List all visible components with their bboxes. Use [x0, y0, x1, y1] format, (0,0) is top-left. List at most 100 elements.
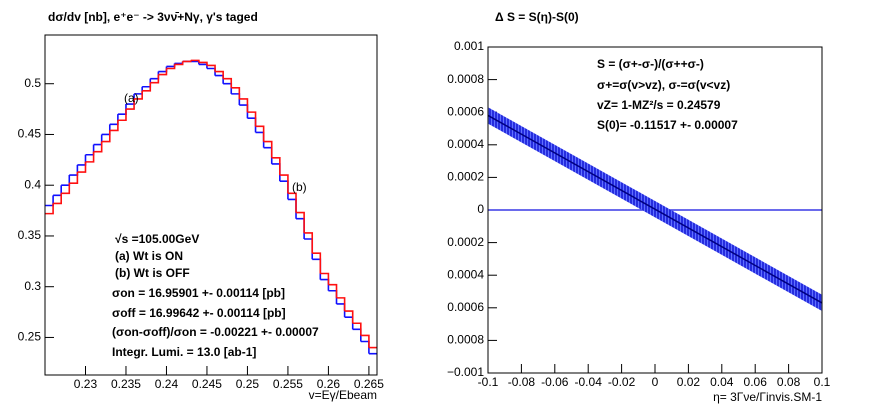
histogram-step	[109, 120, 119, 132]
y-tick-label: 0.3	[24, 279, 41, 293]
y-tick-label: 0.0004	[447, 137, 484, 151]
annotation: σon = 16.95901 +- 0.00114 [pb]	[112, 286, 285, 300]
histogram-step	[336, 303, 346, 318]
histogram-step	[231, 86, 241, 99]
x-tick-label: 0.02	[677, 375, 701, 389]
histogram-step	[101, 130, 111, 143]
x-axis-label: η= 3Γνe/Γinvis.SM-1	[713, 390, 822, 404]
series-label: (b)	[292, 180, 307, 194]
histogram-step	[344, 310, 354, 324]
y-tick-label: 0.0002	[447, 235, 484, 249]
annotation: vZ= 1-MZ²/s = 0.24579	[597, 98, 721, 112]
histogram-step	[101, 124, 111, 136]
histogram-step	[182, 60, 192, 63]
histogram-step	[279, 174, 289, 194]
histogram-step	[320, 272, 330, 285]
histogram-step	[247, 111, 257, 127]
histogram-step	[304, 238, 314, 260]
y-tick-label: 0.001	[454, 39, 484, 53]
histogram-step	[142, 82, 152, 92]
histogram-step	[223, 77, 233, 88]
histogram-step	[142, 78, 152, 88]
histogram-step	[158, 66, 168, 73]
y-tick-label: 0.35	[18, 228, 42, 242]
histogram-step	[263, 140, 273, 158]
histogram-step	[134, 90, 143, 100]
histogram-step	[296, 211, 305, 233]
x-tick-label: -0.06	[541, 375, 569, 389]
line	[487, 114, 823, 304]
x-tick-label: 0.23	[74, 377, 98, 391]
histogram-step	[77, 154, 87, 166]
histogram-step	[263, 146, 273, 164]
histogram-step	[85, 144, 95, 156]
histogram-step	[117, 104, 127, 115]
y-tick-label: 0.0008	[447, 72, 484, 86]
x-tick-label: 0.265	[354, 377, 384, 391]
x-tick-label: 0.245	[192, 377, 222, 391]
y-tick-label: 0.0006	[447, 300, 484, 314]
histogram-step	[239, 104, 249, 119]
histogram-step	[279, 180, 289, 200]
plot-frame	[487, 46, 823, 374]
histogram-step	[287, 192, 297, 213]
histogram-step	[61, 183, 71, 195]
histogram-step	[336, 297, 346, 312]
annotation: S = (σ+-σ-)/(σ++σ-)	[597, 57, 704, 71]
x-tick-label: 0.255	[273, 377, 303, 391]
histogram-step	[117, 109, 127, 122]
histogram-step	[231, 93, 241, 106]
annotation: (σon-σoff)/σon = -0.00221 +- 0.00007	[112, 325, 319, 339]
histogram-step	[312, 252, 322, 274]
y-tick-label: 0.0006	[447, 104, 484, 118]
histogram-step	[239, 98, 249, 113]
y-tick-label: 0.25	[18, 330, 42, 344]
y-tick-label: 0.0002	[447, 170, 484, 184]
histogram-step	[352, 322, 362, 336]
y-tick-label: 0.0008	[447, 333, 484, 347]
histogram-step	[174, 61, 184, 65]
histogram-step	[174, 61, 184, 66]
x-tick-label: 0	[652, 375, 659, 389]
histogram-step	[190, 60, 200, 65]
histogram-step	[215, 70, 224, 79]
histogram-step	[296, 217, 305, 239]
histogram-step	[77, 161, 87, 173]
histogram-step	[69, 164, 79, 176]
y-tick-label: 0.4	[24, 177, 41, 191]
histogram-step	[206, 67, 216, 76]
histogram-step	[304, 232, 314, 254]
x-tick-label: 0.08	[777, 375, 801, 389]
annotation: S(0)= -0.11517 +- 0.00007	[597, 118, 738, 132]
histogram-step	[198, 61, 208, 66]
x-axis-label: v=Eγ/Ebeam	[309, 388, 377, 402]
annotation: (a) Wt is ON	[115, 249, 183, 263]
histogram-step	[125, 98, 135, 110]
x-tick-label: 0.24	[155, 377, 179, 391]
histogram-step	[206, 64, 216, 72]
x-tick-label: -0.02	[608, 375, 636, 389]
histogram-step	[61, 175, 71, 187]
histogram-step	[166, 64, 176, 70]
annotation: (b) Wt is OFF	[115, 266, 190, 280]
annotation: Integr. Lumi. = 13.0 [ab-1]	[112, 345, 256, 359]
x-tick-label: -0.08	[508, 375, 536, 389]
histogram-step	[198, 63, 208, 69]
histogram-step	[109, 114, 119, 126]
y-tick-label: 0.0004	[447, 267, 484, 281]
annotation: σoff = 16.99642 +- 0.00114 [pb]	[112, 306, 286, 320]
histogram-step	[85, 151, 95, 163]
histogram-step	[312, 258, 322, 280]
plot-frame	[44, 34, 378, 376]
x-tick-label: 0.04	[710, 375, 734, 389]
x-tick-label: -0.04	[575, 375, 603, 389]
histogram-step	[215, 74, 224, 84]
histogram-step	[247, 117, 257, 133]
y-tick-label: 0.45	[18, 127, 42, 141]
x-tick-label: 0.25	[236, 377, 260, 391]
histogram-step	[271, 157, 281, 176]
chart-title: dσ/dv [nb], e⁺e⁻ -> 3νν̄+Nγ, γ's taged	[48, 10, 258, 24]
histogram-step	[158, 68, 168, 76]
x-tick-label: 0.1	[814, 375, 831, 389]
